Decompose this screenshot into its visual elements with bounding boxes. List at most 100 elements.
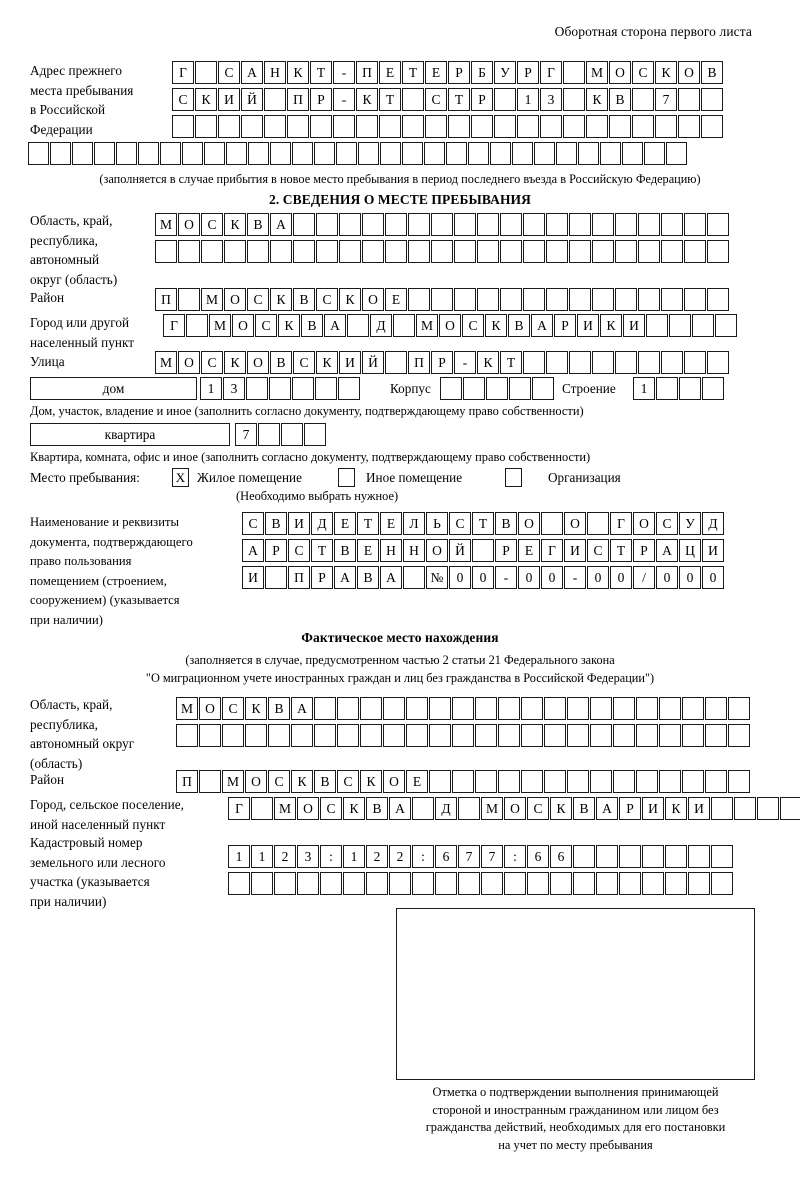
char-cell[interactable]: / xyxy=(633,566,655,589)
char-cell[interactable]: Г xyxy=(228,797,250,820)
char-cell[interactable]: Б xyxy=(471,61,493,84)
char-cell[interactable] xyxy=(613,770,635,793)
char-cell[interactable] xyxy=(638,240,660,263)
char-cell[interactable]: У xyxy=(494,61,516,84)
checkbox-other-premises[interactable] xyxy=(338,468,355,487)
char-cell[interactable] xyxy=(590,697,612,720)
char-cell[interactable]: В xyxy=(701,61,723,84)
char-cell[interactable]: П xyxy=(288,566,310,589)
char-cell[interactable]: 6 xyxy=(550,845,572,868)
char-cell[interactable] xyxy=(527,872,549,895)
char-cell[interactable] xyxy=(251,872,273,895)
char-cell[interactable]: В xyxy=(508,314,530,337)
char-cell[interactable] xyxy=(556,142,577,165)
char-cell[interactable]: А xyxy=(656,539,678,562)
char-cell[interactable]: Р xyxy=(265,539,287,562)
char-cell[interactable] xyxy=(402,142,423,165)
char-cell[interactable] xyxy=(471,115,493,138)
char-cell[interactable] xyxy=(512,142,533,165)
char-cell[interactable] xyxy=(412,797,434,820)
char-cell[interactable] xyxy=(615,288,637,311)
char-cell[interactable] xyxy=(425,115,447,138)
char-cell[interactable]: С xyxy=(527,797,549,820)
char-cell[interactable]: К xyxy=(278,314,300,337)
char-cell[interactable] xyxy=(339,213,361,236)
char-cell[interactable] xyxy=(304,423,326,446)
char-cell[interactable] xyxy=(475,697,497,720)
char-cell[interactable] xyxy=(228,872,250,895)
char-cell[interactable]: В xyxy=(495,512,517,535)
char-cell[interactable]: А xyxy=(242,539,264,562)
document-row-3[interactable]: И П Р А В А № 0 0-0 0-0 0/0 0 0 xyxy=(242,566,724,589)
char-cell[interactable]: С xyxy=(222,697,244,720)
char-cell[interactable]: № xyxy=(426,566,448,589)
char-cell[interactable] xyxy=(477,288,499,311)
char-cell[interactable]: Т xyxy=(402,61,424,84)
char-cell[interactable] xyxy=(477,240,499,263)
char-cell[interactable] xyxy=(389,872,411,895)
char-cell[interactable] xyxy=(452,770,474,793)
char-cell[interactable]: С xyxy=(247,288,269,311)
char-cell[interactable] xyxy=(477,213,499,236)
char-cell[interactable] xyxy=(435,872,457,895)
char-cell[interactable]: В xyxy=(357,566,379,589)
char-cell[interactable] xyxy=(665,872,687,895)
char-cell[interactable] xyxy=(475,724,497,747)
char-cell[interactable] xyxy=(622,142,643,165)
char-cell[interactable] xyxy=(666,142,687,165)
char-cell[interactable] xyxy=(292,142,313,165)
char-cell[interactable] xyxy=(521,770,543,793)
char-cell[interactable] xyxy=(615,351,637,374)
char-cell[interactable]: Д xyxy=(702,512,724,535)
char-cell[interactable]: А xyxy=(291,697,313,720)
char-cell[interactable] xyxy=(544,724,566,747)
char-cell[interactable]: О xyxy=(383,770,405,793)
char-cell[interactable] xyxy=(463,377,485,400)
char-cell[interactable]: Т xyxy=(379,88,401,111)
char-cell[interactable]: И xyxy=(702,539,724,562)
char-cell[interactable] xyxy=(486,377,508,400)
char-cell[interactable]: В xyxy=(366,797,388,820)
char-cell[interactable]: В xyxy=(301,314,323,337)
char-cell[interactable]: - xyxy=(333,88,355,111)
char-cell[interactable] xyxy=(226,142,247,165)
char-cell[interactable] xyxy=(498,724,520,747)
char-cell[interactable]: Е xyxy=(357,539,379,562)
char-cell[interactable]: И xyxy=(642,797,664,820)
char-cell[interactable] xyxy=(195,115,217,138)
char-cell[interactable]: П xyxy=(287,88,309,111)
char-cell[interactable]: С xyxy=(242,512,264,535)
char-cell[interactable] xyxy=(314,724,336,747)
char-cell[interactable] xyxy=(707,240,729,263)
char-cell[interactable]: В xyxy=(268,697,290,720)
char-cell[interactable] xyxy=(567,770,589,793)
char-cell[interactable]: 6 xyxy=(435,845,457,868)
char-cell[interactable]: 0 xyxy=(472,566,494,589)
char-cell[interactable] xyxy=(707,351,729,374)
char-cell[interactable] xyxy=(241,115,263,138)
char-cell[interactable]: В xyxy=(293,288,315,311)
char-cell[interactable]: И xyxy=(577,314,599,337)
char-cell[interactable]: 1 xyxy=(251,845,273,868)
char-cell[interactable] xyxy=(521,697,543,720)
char-cell[interactable]: В xyxy=(334,539,356,562)
char-cell[interactable] xyxy=(293,240,315,263)
char-cell[interactable]: И xyxy=(288,512,310,535)
char-cell[interactable] xyxy=(661,240,683,263)
char-cell[interactable] xyxy=(592,240,614,263)
char-cell[interactable] xyxy=(393,314,415,337)
char-cell[interactable]: В xyxy=(265,512,287,535)
char-cell[interactable] xyxy=(468,142,489,165)
char-cell[interactable]: О xyxy=(232,314,254,337)
char-cell[interactable]: 0 xyxy=(656,566,678,589)
char-cell[interactable] xyxy=(521,724,543,747)
char-cell[interactable]: М xyxy=(155,213,177,236)
char-cell[interactable] xyxy=(613,697,635,720)
char-cell[interactable] xyxy=(546,288,568,311)
char-cell[interactable] xyxy=(569,213,591,236)
